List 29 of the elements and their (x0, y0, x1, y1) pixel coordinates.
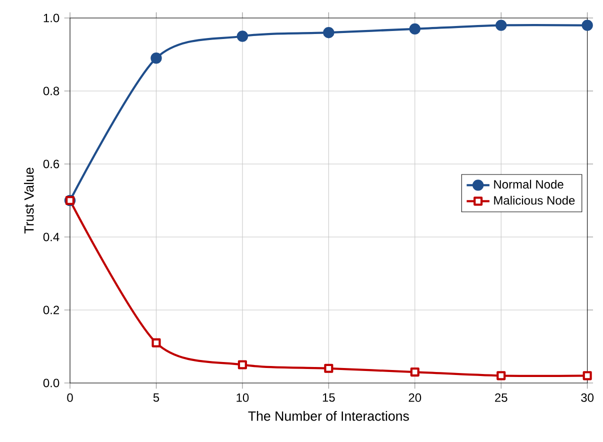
point (582, 371, 592, 380)
y-tick-label: 0.8 (43, 86, 60, 96)
point (238, 360, 247, 370)
y-tick-label: 0.2 (43, 306, 59, 314)
point (496, 20, 507, 31)
point (236, 30, 248, 42)
y-tick-label: 1.0 (44, 14, 60, 22)
y-tick-label: 0.6 (43, 160, 60, 168)
legend-label: Malicious Node (494, 196, 575, 205)
point (409, 23, 420, 35)
point (410, 368, 420, 377)
point (582, 20, 593, 31)
x-tick-label: 5 (153, 393, 160, 402)
y-tick-label: 0.4 (43, 232, 60, 242)
x-tick-label: 10 (236, 393, 249, 402)
point (150, 52, 162, 64)
x-tick-label: 25 (495, 393, 508, 402)
legend-label: Normal Node (494, 180, 564, 189)
y-tick-label: 0.0 (43, 378, 60, 388)
x-tick-label: 0 (67, 393, 73, 402)
x-axis-title: The Number of Interactions (248, 411, 409, 421)
point (323, 26, 334, 38)
point (324, 364, 334, 373)
x-tick-label: 20 (408, 393, 422, 402)
point (152, 338, 161, 348)
x-tick-label: 15 (322, 393, 335, 402)
y-axis-title: Trust Value (24, 168, 34, 234)
x-tick-label: 30 (581, 393, 594, 402)
point (496, 371, 506, 380)
